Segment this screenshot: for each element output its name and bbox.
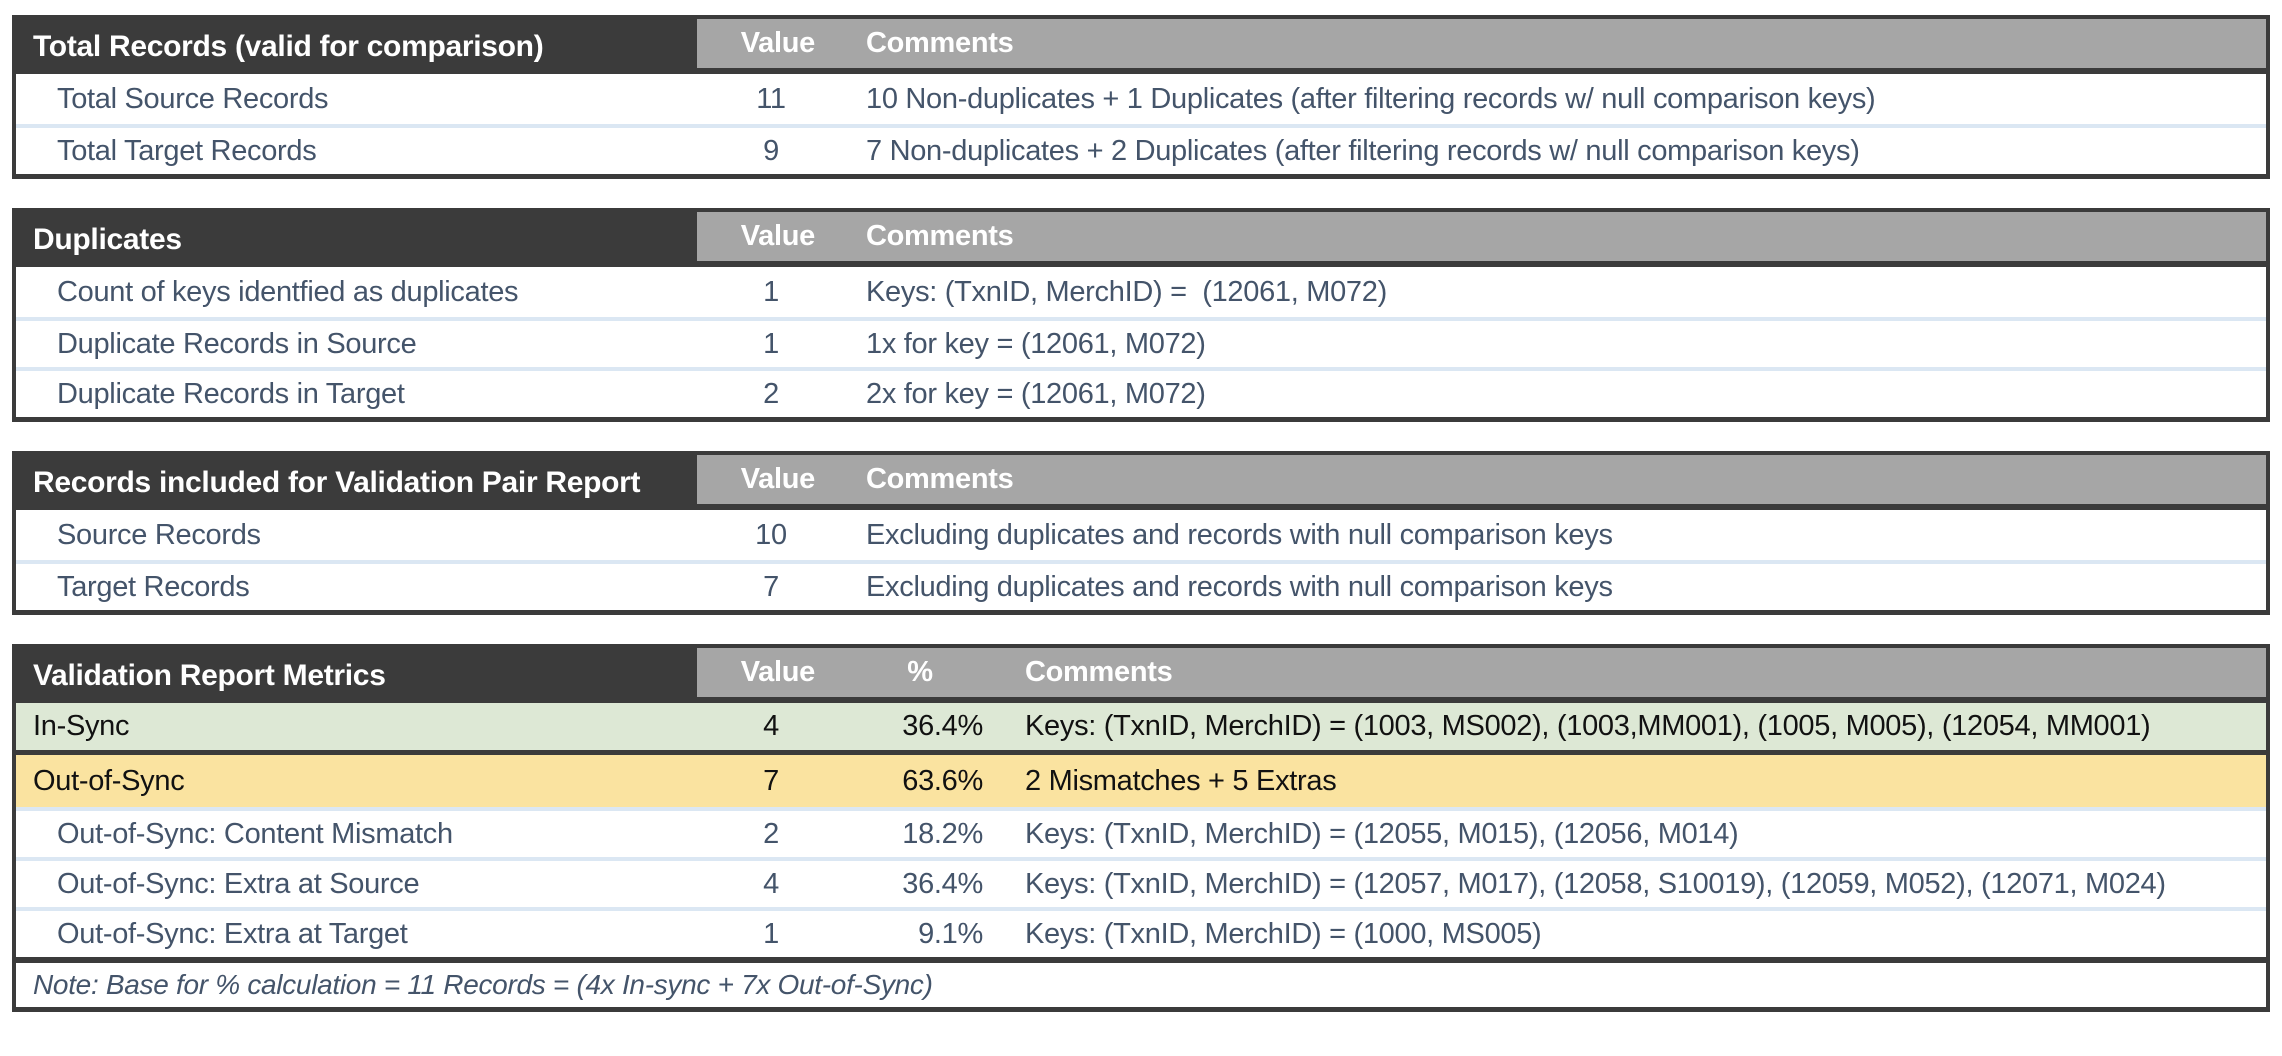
table-duplicates-header-row: Duplicates Value Comments: [16, 212, 2266, 267]
row-label[interactable]: Total Target Records: [57, 134, 317, 167]
column-headers: Value Comments: [697, 19, 2266, 68]
row-value[interactable]: 9: [763, 134, 779, 167]
row-extra-at-target: Out-of-Sync: Extra at Target 1 9.1% Keys…: [16, 907, 2266, 957]
report-page: Total Records (valid for comparison) Val…: [12, 15, 2270, 1012]
row-value[interactable]: 7: [763, 570, 779, 603]
column-headers: Value Comments: [697, 212, 2266, 261]
row-value[interactable]: 1: [763, 275, 779, 308]
row-comment[interactable]: 2 Mismatches + 5 Extras: [1025, 764, 1337, 797]
column-header-comments[interactable]: Comments: [866, 220, 1014, 252]
row-value[interactable]: 4: [763, 710, 779, 742]
row-label[interactable]: Source Records: [57, 518, 261, 551]
table-title[interactable]: Records included for Validation Pair Rep…: [33, 465, 641, 499]
row-label[interactable]: Duplicate Records in Source: [57, 327, 417, 360]
row-label[interactable]: Out-of-Sync: [33, 764, 185, 797]
column-header-value[interactable]: Value: [740, 463, 816, 495]
row-label[interactable]: Out-of-Sync: Extra at Source: [57, 867, 420, 900]
column-header-comments[interactable]: Comments: [1025, 656, 1173, 688]
row-percent[interactable]: 36.4%: [902, 867, 983, 900]
row-percent[interactable]: 36.4%: [902, 710, 983, 742]
table-duplicates: Duplicates Value Comments Count of keys …: [12, 208, 2270, 422]
row-value[interactable]: 4: [763, 867, 779, 900]
row-percent[interactable]: 9.1%: [918, 917, 983, 950]
row-value[interactable]: 2: [763, 817, 779, 850]
row-label[interactable]: Total Source Records: [57, 82, 329, 115]
table-total-records-header-row: Total Records (valid for comparison) Val…: [16, 19, 2266, 74]
table-title[interactable]: Duplicates: [33, 222, 182, 256]
row-extra-at-source: Out-of-Sync: Extra at Source 4 36.4% Key…: [16, 857, 2266, 907]
table-validation-pair-header-row: Records included for Validation Pair Rep…: [16, 455, 2266, 510]
row-value[interactable]: 7: [763, 764, 779, 797]
table-title[interactable]: Validation Report Metrics: [33, 658, 386, 692]
column-header-comments[interactable]: Comments: [866, 27, 1014, 59]
row-value[interactable]: 11: [756, 82, 786, 115]
table-validation-metrics: Validation Report Metrics Value % Commen…: [12, 644, 2270, 1012]
row-label[interactable]: Target Records: [57, 570, 250, 603]
row-value[interactable]: 1: [763, 917, 779, 950]
row-value[interactable]: 10: [755, 518, 787, 551]
column-header-value[interactable]: Value: [740, 220, 816, 252]
row-comment[interactable]: Keys: (TxnID, MerchID) = (12055, M015), …: [1025, 817, 1739, 850]
column-header-percent[interactable]: %: [907, 656, 933, 688]
row-comment[interactable]: Excluding duplicates and records with nu…: [866, 518, 1613, 551]
row-percent[interactable]: 63.6%: [902, 764, 983, 797]
column-header-value[interactable]: Value: [740, 27, 816, 59]
column-header-value[interactable]: Value: [740, 656, 816, 688]
row-comment[interactable]: Keys: (TxnID, MerchID) = (12061, M072): [866, 275, 1387, 308]
row-comment[interactable]: Keys: (TxnID, MerchID) = (12057, M017), …: [1025, 867, 2166, 900]
row-comment[interactable]: Keys: (TxnID, MerchID) = (1003, MS002), …: [1025, 710, 2151, 742]
row-comment[interactable]: 1x for key = (12061, M072): [866, 327, 1206, 360]
column-header-comments[interactable]: Comments: [866, 463, 1014, 495]
column-headers: Value Comments: [697, 455, 2266, 504]
row-percent[interactable]: 18.2%: [902, 817, 983, 850]
row-value[interactable]: 2: [763, 377, 779, 410]
table-row: Duplicate Records in Source 1 1x for key…: [16, 317, 2266, 367]
table-row: Source Records 10 Excluding duplicates a…: [16, 510, 2266, 560]
table-row: Count of keys identfied as duplicates 1 …: [16, 267, 2266, 317]
table-row: Duplicate Records in Target 2 2x for key…: [16, 367, 2266, 417]
row-label[interactable]: Out-of-Sync: Content Mismatch: [57, 817, 453, 850]
table-row: Total Source Records 11 10 Non-duplicate…: [16, 74, 2266, 124]
row-comment[interactable]: Keys: (TxnID, MerchID) = (1000, MS005): [1025, 917, 1542, 950]
row-comment[interactable]: Excluding duplicates and records with nu…: [866, 570, 1613, 603]
row-comment[interactable]: 2x for key = (12061, M072): [866, 377, 1206, 410]
row-in-sync: In-Sync 4 36.4% Keys: (TxnID, MerchID) =…: [16, 703, 2266, 755]
row-comment[interactable]: 10 Non-duplicates + 1 Duplicates (after …: [866, 82, 1876, 115]
row-label[interactable]: Out-of-Sync: Extra at Target: [57, 917, 408, 950]
note-row[interactable]: Note: Base for % calculation = 11 Record…: [16, 957, 2266, 1007]
table-row: Target Records 7 Excluding duplicates an…: [16, 560, 2266, 610]
row-comment[interactable]: 7 Non-duplicates + 2 Duplicates (after f…: [866, 134, 1860, 167]
row-out-of-sync: Out-of-Sync 7 63.6% 2 Mismatches + 5 Ext…: [16, 755, 2266, 807]
row-content-mismatch: Out-of-Sync: Content Mismatch 2 18.2% Ke…: [16, 807, 2266, 857]
row-label[interactable]: In-Sync: [33, 710, 130, 742]
table-row: Total Target Records 9 7 Non-duplicates …: [16, 124, 2266, 174]
table-validation-metrics-header-row: Validation Report Metrics Value % Commen…: [16, 648, 2266, 703]
row-label[interactable]: Count of keys identfied as duplicates: [57, 275, 519, 308]
column-headers: Value % Comments: [697, 648, 2266, 697]
table-total-records: Total Records (valid for comparison) Val…: [12, 15, 2270, 179]
table-title[interactable]: Total Records (valid for comparison): [33, 29, 544, 63]
row-value[interactable]: 1: [763, 327, 779, 360]
table-validation-pair: Records included for Validation Pair Rep…: [12, 451, 2270, 615]
row-label[interactable]: Duplicate Records in Target: [57, 377, 405, 410]
